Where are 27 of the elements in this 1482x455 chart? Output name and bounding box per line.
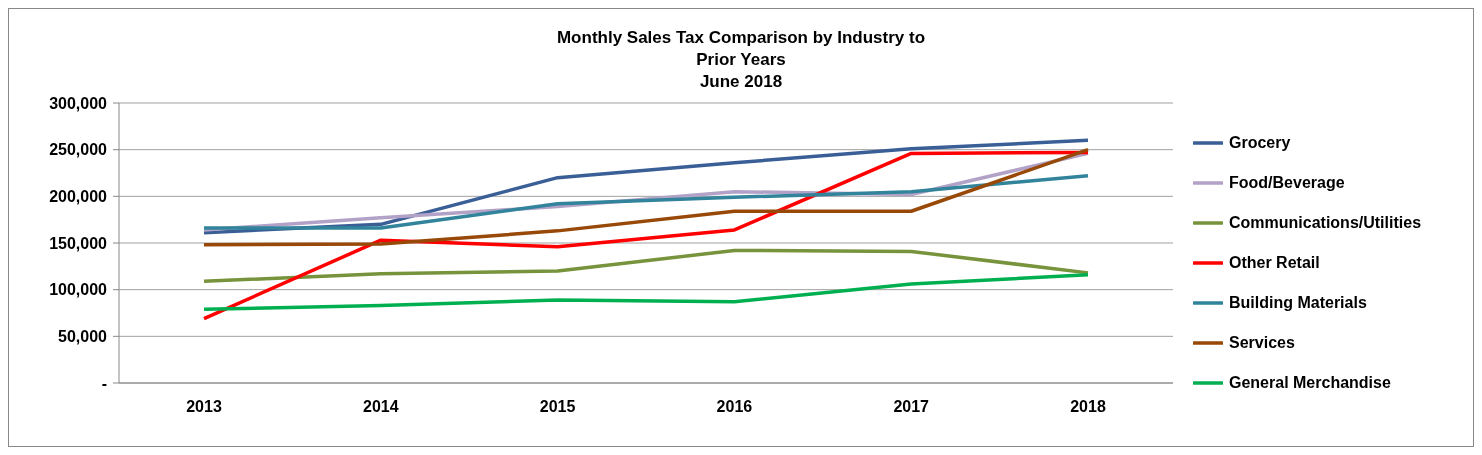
chart-subtitle: June 2018 [698,71,784,93]
legend-label: Grocery [1229,134,1291,152]
x-tick-label: 2015 [539,398,576,416]
legend-label: General Merchandise [1229,374,1391,392]
y-tick-label: 200,000 [49,188,108,206]
legend-label: Communications/Utilities [1229,214,1422,232]
legend-label: Other Retail [1229,254,1320,272]
chart-title: Monthly Sales Tax Comparison by Industry to Prior Years [555,27,927,71]
x-tick-label: 2017 [893,398,930,416]
y-tick-label: 100,000 [49,281,108,299]
y-tick-label: 300,000 [49,94,108,112]
y-tick-label: 250,000 [49,141,108,159]
line-series [202,147,1090,247]
line-series [202,150,1090,321]
line-series [202,248,1090,284]
x-tick-label: 2016 [716,398,753,416]
y-tick-label: - [101,374,107,392]
y-tick-label: 50,000 [58,328,108,346]
y-tick-label: 150,000 [49,234,108,252]
x-tick-label: 2018 [1070,398,1106,416]
legend-label: Services [1229,334,1295,352]
x-tick-label: 2014 [363,398,399,416]
line-series [202,174,1090,230]
legend-label: Building Materials [1229,294,1367,312]
x-tick-label: 2013 [186,398,222,416]
line-series [202,272,1090,312]
legend-label: Food/Beverage [1229,174,1345,192]
